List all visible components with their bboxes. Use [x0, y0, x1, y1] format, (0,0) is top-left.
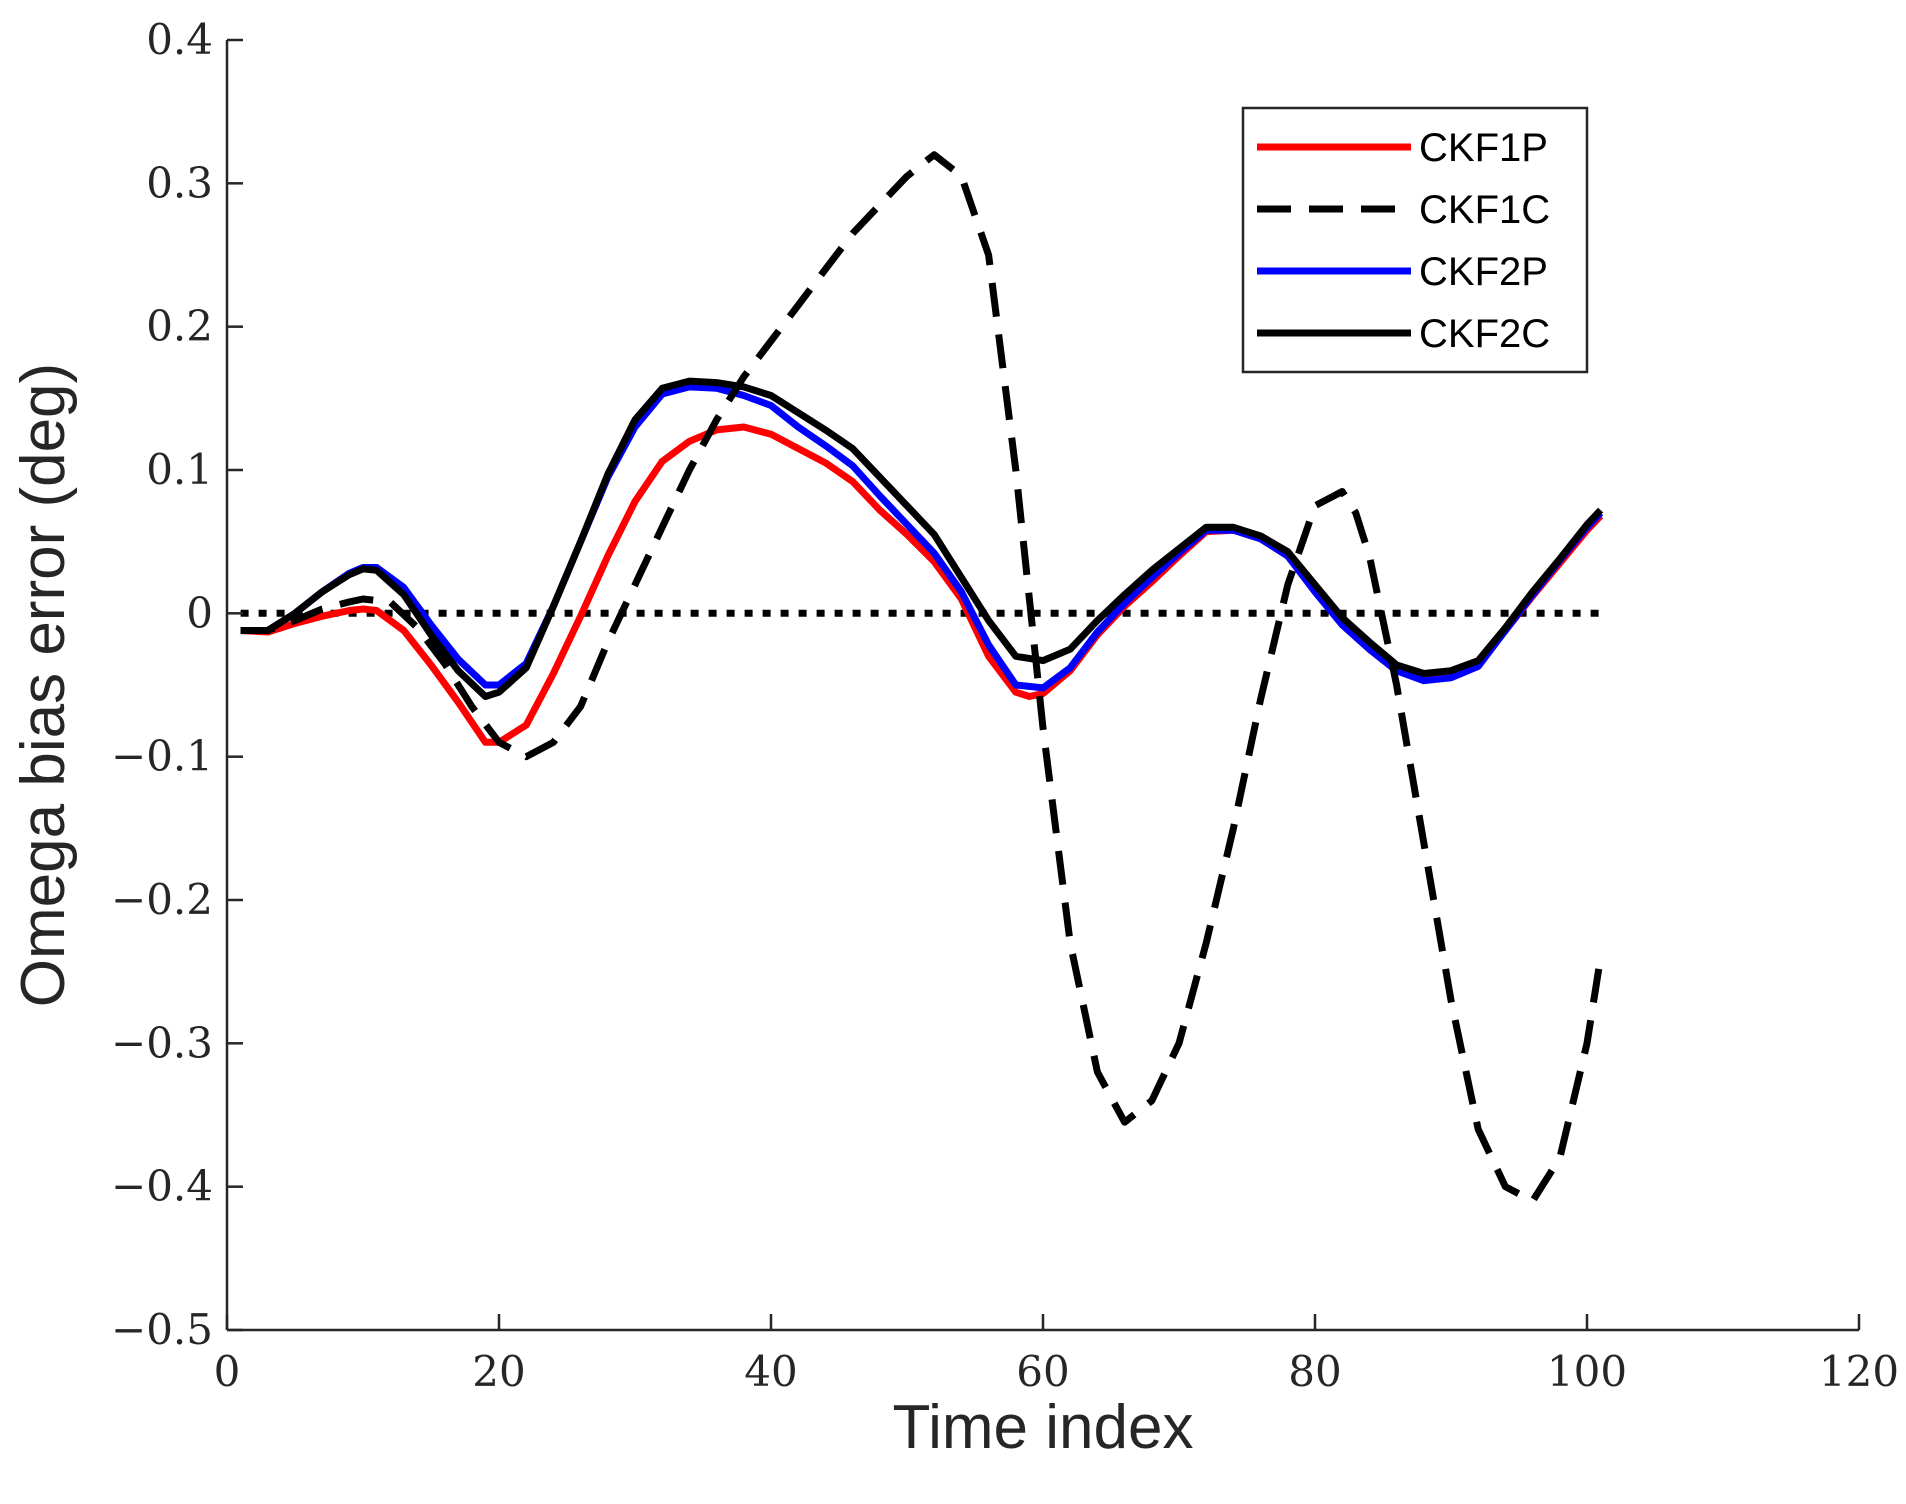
y-tick-label: 0: [186, 588, 213, 637]
x-tick-label: 20: [472, 1347, 525, 1396]
x-tick-label: 60: [1016, 1347, 1069, 1396]
x-axis-ticks: 0 20 40 60 80 100 120: [214, 1314, 1899, 1396]
data-lines: [240, 151, 1605, 1205]
legend: CKF1P CKF1C CKF2P CKF2C: [1241, 106, 1589, 374]
legend-label-ckf2c: CKF2C: [1419, 312, 1550, 356]
y-tick-label: −0.2: [111, 875, 213, 924]
legend-label-ckf1p: CKF1P: [1419, 126, 1548, 170]
y-axis-ticks: 0.4 0.3 0.2 0.1 0 −0.1 −0.2 −0.3 −0.4 −0.5: [111, 15, 243, 1354]
legend-label-ckf1c: CKF1C: [1419, 188, 1550, 232]
series-line-ckf1c: [240, 151, 1605, 1205]
y-tick-label: −0.4: [111, 1162, 213, 1211]
series-line-ckf2p: [240, 383, 1604, 692]
x-tick-label: 40: [744, 1347, 797, 1396]
x-tick-label: 0: [214, 1347, 241, 1396]
series-line-ckf2c: [240, 377, 1604, 700]
x-tick-label: 80: [1288, 1347, 1341, 1396]
y-tick-label: −0.1: [111, 732, 213, 781]
x-tick-label: 120: [1819, 1347, 1899, 1396]
y-axis-label: Omega bias error (deg): [9, 363, 78, 1007]
x-axis-label: Time index: [893, 1393, 1194, 1462]
y-tick-label: −0.5: [111, 1305, 213, 1354]
legend-label-ckf2p: CKF2P: [1419, 250, 1548, 294]
y-tick-label: 0.2: [146, 302, 213, 351]
y-tick-label: 0.1: [146, 445, 213, 494]
x-tick-label: 100: [1547, 1347, 1627, 1396]
y-tick-label: 0.3: [146, 158, 213, 207]
y-tick-label: −0.3: [111, 1018, 213, 1067]
legend-box: [1241, 106, 1589, 374]
y-tick-label: 0.4: [146, 15, 213, 64]
